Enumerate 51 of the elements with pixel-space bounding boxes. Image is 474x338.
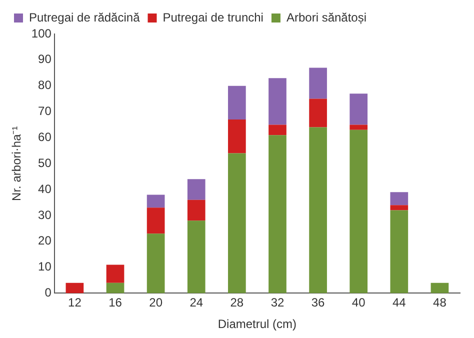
bar	[390, 210, 408, 294]
bar	[350, 130, 368, 294]
y-tick-label: 20	[38, 234, 52, 248]
bar	[268, 124, 286, 136]
bar	[106, 264, 124, 283]
bar	[146, 208, 165, 234]
bar	[228, 153, 246, 294]
x-tick-label: 28	[230, 296, 244, 310]
bar	[228, 86, 246, 120]
legend-label: Putregai de trunchi	[162, 10, 264, 24]
y-tick-label: 90	[38, 52, 52, 66]
x-tick-label: 12	[68, 296, 82, 310]
bar	[309, 127, 327, 294]
x-tick-label: 36	[311, 296, 326, 310]
y-axis-title: Nr. arbori·ha⁻¹	[10, 126, 24, 201]
y-tick-label: 10	[38, 260, 52, 274]
y-tick-label: 70	[38, 104, 52, 118]
legend-label: Putregai de rădăcină	[29, 10, 140, 24]
x-tick-label: 24	[190, 296, 204, 310]
bar	[350, 124, 368, 130]
y-tick-label: 40	[38, 182, 52, 196]
bar	[187, 200, 206, 221]
bar	[187, 220, 206, 294]
x-tick-label: 40	[352, 296, 366, 310]
y-tick-label: 100	[31, 26, 52, 40]
bar	[309, 68, 327, 99]
bar	[106, 282, 124, 294]
x-tick-label: 44	[392, 296, 406, 310]
y-tick-label: 0	[44, 286, 52, 300]
legend-label: Arbori sănătoși	[286, 10, 367, 24]
y-tick-label: 30	[38, 208, 52, 222]
y-tick-label: 80	[38, 78, 52, 92]
bar	[228, 120, 246, 154]
x-tick-label: 16	[108, 296, 122, 310]
bar	[390, 205, 408, 210]
bar	[187, 179, 206, 200]
bar	[268, 135, 286, 294]
y-tick-label: 50	[38, 156, 52, 170]
bar	[146, 194, 165, 208]
bar	[146, 234, 165, 294]
bar	[390, 192, 408, 206]
x-tick-label: 20	[149, 296, 163, 310]
bar	[309, 98, 327, 128]
x-tick-label: 48	[433, 296, 447, 310]
bar	[66, 282, 84, 294]
bar	[430, 282, 449, 294]
bar	[350, 94, 368, 125]
x-tick-label: 32	[270, 296, 284, 310]
bar	[268, 78, 286, 125]
y-tick-label: 60	[38, 130, 52, 144]
x-axis-title: Diametrul (cm)	[218, 317, 297, 332]
